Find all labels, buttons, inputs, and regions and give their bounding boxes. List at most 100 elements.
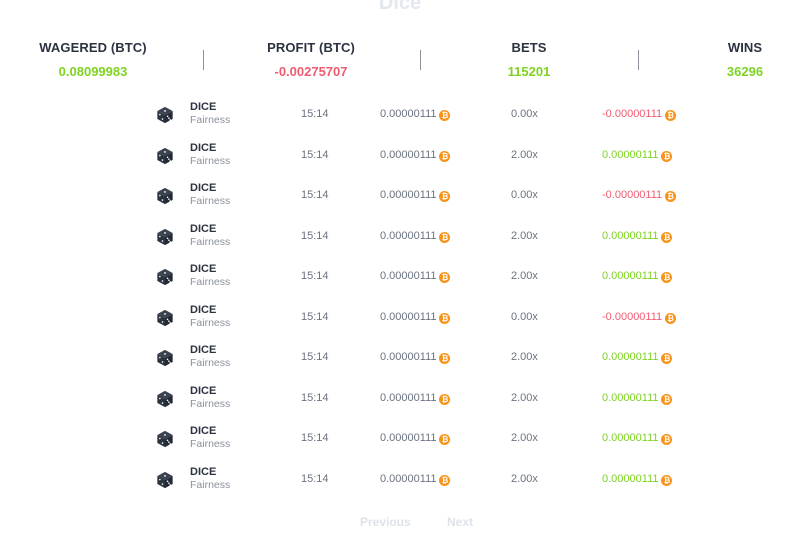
page-title: Dice (378, 0, 422, 14)
bet-amount-value: 0.00000111 (380, 108, 437, 120)
bitcoin-icon: ₿ (661, 353, 673, 364)
stat-wins: WINS 36296 (712, 40, 778, 79)
bet-amount: 0.00000111 ₿ (380, 148, 451, 162)
dice-icon (156, 268, 174, 286)
bet-row: DICE Fairness 15:14 0.00000111 ₿ 2.00x 0.00000… (0, 217, 800, 258)
stat-bets: BETS 115201 (490, 40, 568, 79)
bet-profit-value: 0.00000111 (602, 229, 659, 242)
bet-row: DICE Fairness 15:14 0.00000111 ₿ 0.00x -0.0000… (0, 176, 800, 217)
fairness-link[interactable]: Fairness (190, 316, 231, 329)
stat-value: 0.08099983 (58, 64, 128, 79)
game-name: DICE (190, 344, 217, 356)
dice-icon (156, 390, 174, 408)
fairness-link[interactable]: Fairness (190, 154, 231, 167)
stat-label: WINS (727, 40, 763, 55)
next-button[interactable]: Next (447, 515, 474, 529)
bitcoin-icon: ₿ (439, 474, 451, 486)
bet-multiplier: 2.00x (511, 432, 538, 444)
stat-divider (420, 50, 421, 70)
fairness-link[interactable]: Fairness (190, 357, 231, 369)
bet-time: 15:14 (301, 472, 329, 485)
game-name: DICE (190, 425, 217, 437)
bet-amount: 0.00000111 ₿ (380, 472, 451, 486)
bet-profit: 0.00000111 ₿ (602, 432, 673, 445)
bet-multiplier: 2.00x (511, 270, 538, 282)
bet-profit: -0.00000111 ₿ (602, 189, 677, 202)
bet-profit: 0.00000111 ₿ (602, 148, 673, 162)
game-name: DICE (190, 263, 217, 275)
bet-profit: 0.00000111 ₿ (602, 229, 673, 243)
dice-icon (156, 187, 174, 205)
fairness-link[interactable]: Fairness (190, 195, 231, 207)
bet-profit: 0.00000111 ₿ (602, 351, 673, 364)
fairness-link[interactable]: Fairness (190, 478, 231, 491)
game-cell: DICE Fairness (190, 385, 230, 411)
dice-icon (156, 309, 174, 327)
dice-icon (156, 471, 174, 489)
bet-profit-value: 0.00000111 (602, 472, 659, 485)
bet-amount: 0.00000111 ₿ (380, 230, 451, 243)
bitcoin-icon: ₿ (439, 231, 451, 243)
bet-profit-value: 0.00000111 (602, 391, 659, 404)
bet-profit-value: 0.00000111 (602, 432, 659, 444)
bet-row: DICE Fairness 15:14 0.00000111 ₿ 2.00x 0.00000… (0, 460, 800, 501)
bet-amount-value: 0.00000111 (380, 148, 437, 161)
fairness-link[interactable]: Fairness (190, 397, 231, 410)
game-name: DICE (190, 465, 217, 478)
fairness-link[interactable]: Fairness (190, 114, 231, 126)
bitcoin-icon: ₿ (661, 474, 673, 486)
dice-icon (156, 349, 174, 367)
bet-amount: 0.00000111 ₿ (380, 432, 451, 445)
stat-label: PROFIT (BTC) (267, 40, 355, 55)
bitcoin-icon: ₿ (665, 110, 677, 121)
bet-row: DICE Fairness 15:14 0.00000111 ₿ 0.00x -0.0000… (0, 298, 800, 339)
bitcoin-icon: ₿ (661, 434, 673, 445)
bet-profit-value: -0.00000111 (602, 108, 663, 120)
bet-multiplier: 2.00x (511, 391, 538, 404)
stat-value: -0.00275707 (274, 64, 348, 79)
stats-bar: WAGERED (BTC) 0.08099983 PROFIT (BTC) -0… (0, 40, 800, 90)
bet-profit-value: 0.00000111 (602, 148, 659, 161)
bet-amount: 0.00000111 ₿ (380, 311, 451, 324)
bitcoin-icon: ₿ (661, 150, 673, 162)
dice-icon (156, 430, 174, 448)
fairness-link[interactable]: Fairness (190, 235, 231, 248)
bet-amount-value: 0.00000111 (380, 432, 437, 444)
bet-amount-value: 0.00000111 (380, 472, 437, 485)
stat-divider (203, 50, 204, 70)
bet-amount: 0.00000111 ₿ (380, 351, 451, 364)
bet-profit-value: -0.00000111 (602, 310, 663, 323)
game-name: DICE (190, 182, 217, 194)
bet-row: DICE Fairness 15:14 0.00000111 ₿ 2.00x 0.00000… (0, 379, 800, 420)
game-cell: DICE Fairness (190, 466, 230, 492)
bitcoin-icon: ₿ (439, 150, 451, 162)
bet-multiplier: 0.00x (511, 189, 538, 201)
bet-row: DICE Fairness 15:14 0.00000111 ₿ 0.00x -0.0000… (0, 95, 800, 136)
fairness-link[interactable]: Fairness (190, 438, 231, 450)
game-name: DICE (190, 303, 217, 316)
bet-multiplier: 0.00x (511, 108, 538, 120)
bitcoin-icon: ₿ (439, 191, 451, 202)
bitcoin-icon: ₿ (439, 312, 451, 324)
bet-multiplier: 2.00x (511, 229, 538, 242)
game-name: DICE (190, 101, 217, 113)
game-cell: DICE Fairness (190, 101, 230, 127)
bitcoin-icon: ₿ (661, 393, 673, 405)
bet-profit: 0.00000111 ₿ (602, 270, 673, 283)
game-cell: DICE Fairness (190, 344, 230, 370)
previous-button[interactable]: Previous (360, 515, 411, 529)
stat-wagered: WAGERED (BTC) 0.08099983 (35, 40, 151, 79)
bet-amount-value: 0.00000111 (380, 270, 437, 282)
stat-divider (638, 50, 639, 70)
game-cell: DICE Fairness (190, 142, 230, 168)
bet-row: DICE Fairness 15:14 0.00000111 ₿ 2.00x 0.00000… (0, 338, 800, 379)
bitcoin-icon: ₿ (665, 191, 677, 202)
bet-amount-value: 0.00000111 (380, 189, 437, 201)
bitcoin-icon: ₿ (439, 353, 451, 364)
bitcoin-icon: ₿ (439, 393, 451, 405)
bet-time: 15:14 (301, 391, 329, 404)
bitcoin-icon: ₿ (439, 110, 451, 121)
bitcoin-icon: ₿ (661, 272, 673, 283)
dice-icon (156, 106, 174, 124)
fairness-link[interactable]: Fairness (190, 276, 231, 288)
